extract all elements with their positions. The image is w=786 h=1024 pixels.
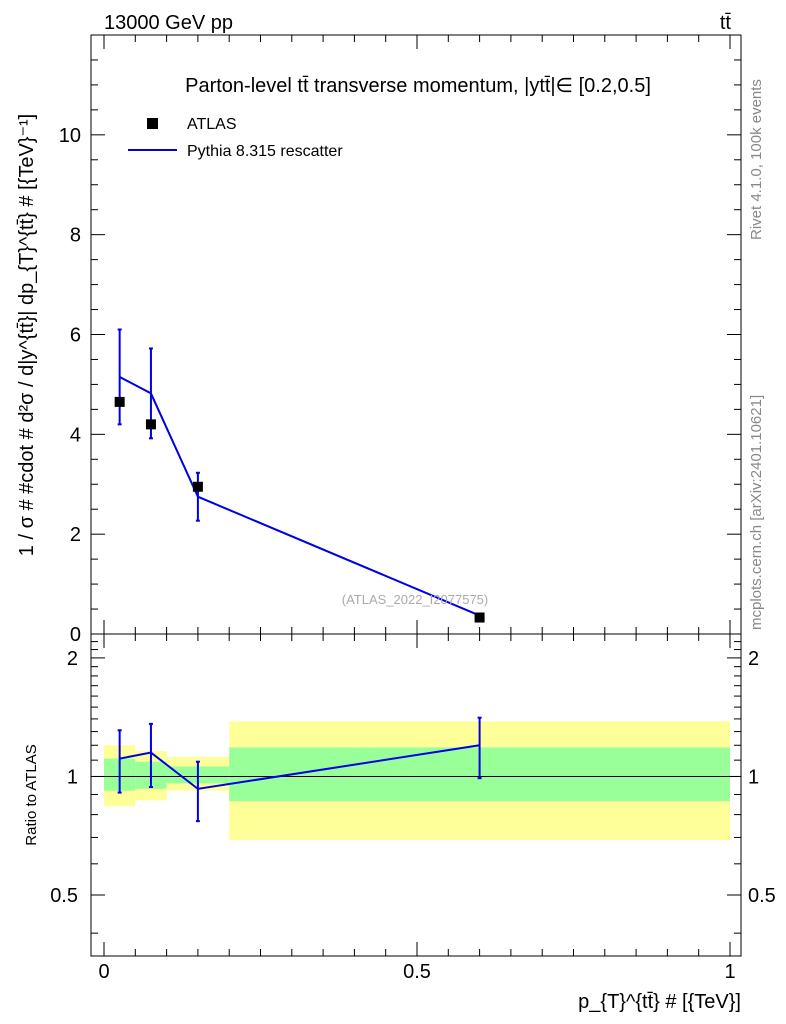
- plot-title: Parton-level tt̄ transverse momentum, |y…: [185, 75, 651, 97]
- main-y-axis-label: 1 / σ # #cdot # d²σ / d|y^{tt̄}| dp_{T}^…: [16, 114, 38, 556]
- data-point: [145, 419, 156, 430]
- y-tick-label: 0: [70, 624, 81, 646]
- rivet-version-label: Rivet 4.1.0, 100k events: [748, 79, 765, 240]
- ratio-y-tick-label: 2: [67, 648, 78, 670]
- ratio-y-tick-label-right: 0.5: [748, 885, 776, 907]
- mc-line: [119, 376, 480, 617]
- ratio-panel-marks: [91, 716, 741, 823]
- y-tick-label: 2: [70, 524, 81, 546]
- x-tick-label: 0.5: [403, 961, 431, 983]
- y-tick-label: 6: [70, 325, 81, 347]
- y-tick-label: 8: [70, 225, 81, 247]
- legend-label-atlas: ATLAS: [187, 116, 237, 133]
- y-tick-label: 4: [70, 424, 81, 446]
- data-point: [474, 612, 485, 623]
- analysis-watermark: (ATLAS_2022_I2077575): [342, 592, 488, 607]
- data-point: [192, 481, 203, 492]
- legend-label-pythia: Pythia 8.315 rescatter: [187, 143, 343, 160]
- y-tick-label: 10: [59, 125, 81, 147]
- ratio-y-axis-label: Ratio to ATLAS: [23, 744, 40, 845]
- main-panel-axes: 0 2 4 6 8 10: [59, 34, 742, 646]
- x-tick-label: 0: [98, 961, 109, 983]
- ratio-frame: [90, 633, 742, 957]
- ratio-mc-line: [119, 744, 480, 790]
- data-point: [114, 396, 125, 407]
- ratio-y-tick-label: 1: [67, 766, 78, 788]
- ratio-y-tick-label-right: 1: [748, 766, 759, 788]
- ratio-y-tick-label: 0.5: [50, 885, 78, 907]
- x-axis-label: p_{T}^{tt̄} # [{TeV}]: [578, 991, 741, 1013]
- ratio-panel-axes: 0.5 0.5 1 1 2 2 0 0.5 1: [50, 633, 776, 983]
- main-panel-marks: [114, 328, 485, 623]
- x-tick-label: 1: [724, 961, 735, 983]
- source-label: mcplots.cern.ch [arXiv:2401.10621]: [748, 395, 765, 630]
- legend-marker-atlas: [147, 118, 158, 129]
- ratio-y-tick-label-right: 2: [748, 648, 759, 670]
- process-label: tt̄: [720, 12, 732, 34]
- energy-label: 13000 GeV pp: [104, 12, 233, 34]
